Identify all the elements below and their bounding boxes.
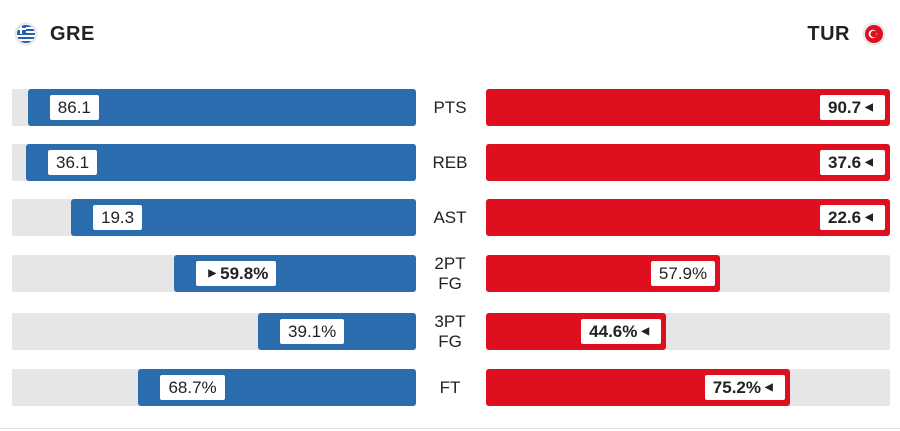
stat-label-ft: FT — [418, 378, 482, 398]
stat-label-line: PTS — [433, 97, 467, 117]
value-text: 59.8% — [220, 263, 269, 283]
leader-arrow-icon: ◀ — [865, 212, 873, 223]
stat-label-2pt-fg: 2PT FG — [418, 254, 482, 294]
value-label-tur-2pt-fg: 57.9% — [647, 258, 719, 289]
value-label-gre-reb: 36.1 — [45, 147, 101, 178]
value-text: 39.1% — [288, 321, 337, 341]
value-label-tur-3pt-fg: 44.6% ◀ — [578, 316, 665, 347]
stat-label-line: 2PT — [434, 253, 466, 273]
comparison-header: GRE TUR — [0, 0, 900, 66]
leader-arrow-icon: ◀ — [865, 102, 873, 113]
stat-label-line: FG — [438, 273, 462, 293]
value-label-tur-ast: 22.6 ◀ — [817, 202, 888, 233]
stat-label-ast: AST — [418, 208, 482, 228]
team-home: GRE — [14, 22, 95, 46]
greece-flag-icon — [14, 22, 38, 46]
stat-label-line: 3PT — [434, 311, 466, 331]
value-label-tur-pts: 90.7 ◀ — [817, 92, 888, 123]
stat-label-line: REB — [432, 152, 468, 172]
divider — [0, 428, 900, 429]
value-text: 44.6% — [589, 321, 638, 341]
stat-label-line: AST — [433, 207, 467, 227]
value-text: 75.2% — [712, 377, 761, 397]
leader-arrow-icon: ◀ — [865, 157, 873, 168]
value-text: 22.6 — [828, 207, 862, 227]
value-label-gre-3pt-fg: 39.1% — [277, 316, 348, 347]
value-label-tur-ft: 75.2% ◀ — [701, 372, 788, 403]
stat-label-3pt-fg: 3PT FG — [418, 312, 482, 352]
value-text: 57.9% — [658, 263, 708, 283]
value-text: 19.3 — [100, 207, 135, 227]
value-text: 86.1 — [57, 97, 91, 117]
stat-label-reb: REB — [418, 153, 482, 173]
value-text: 36.1 — [56, 152, 90, 172]
value-label-gre-2pt-fg: ▶ 59.8% — [193, 258, 280, 289]
value-text: 90.7 — [828, 97, 862, 117]
team-home-code: GRE — [50, 22, 95, 45]
leader-arrow-icon: ▶ — [208, 268, 217, 279]
value-text: 37.6 — [828, 152, 862, 172]
value-label-gre-ft: 68.7% — [157, 372, 228, 403]
value-label-tur-reb: 37.6 ◀ — [817, 147, 888, 178]
team-away-code: TUR — [807, 22, 850, 45]
stat-label-line: FG — [438, 331, 462, 351]
stat-label-pts: PTS — [418, 98, 482, 118]
leader-arrow-icon: ◀ — [765, 382, 773, 393]
value-text: 68.7% — [168, 377, 217, 397]
leader-arrow-icon: ◀ — [641, 326, 650, 337]
stat-label-line: FT — [439, 377, 461, 397]
value-label-gre-ast: 19.3 — [89, 202, 146, 233]
turkey-flag-icon — [862, 22, 886, 46]
team-away: TUR — [807, 22, 886, 46]
value-label-gre-pts: 86.1 — [46, 92, 102, 123]
